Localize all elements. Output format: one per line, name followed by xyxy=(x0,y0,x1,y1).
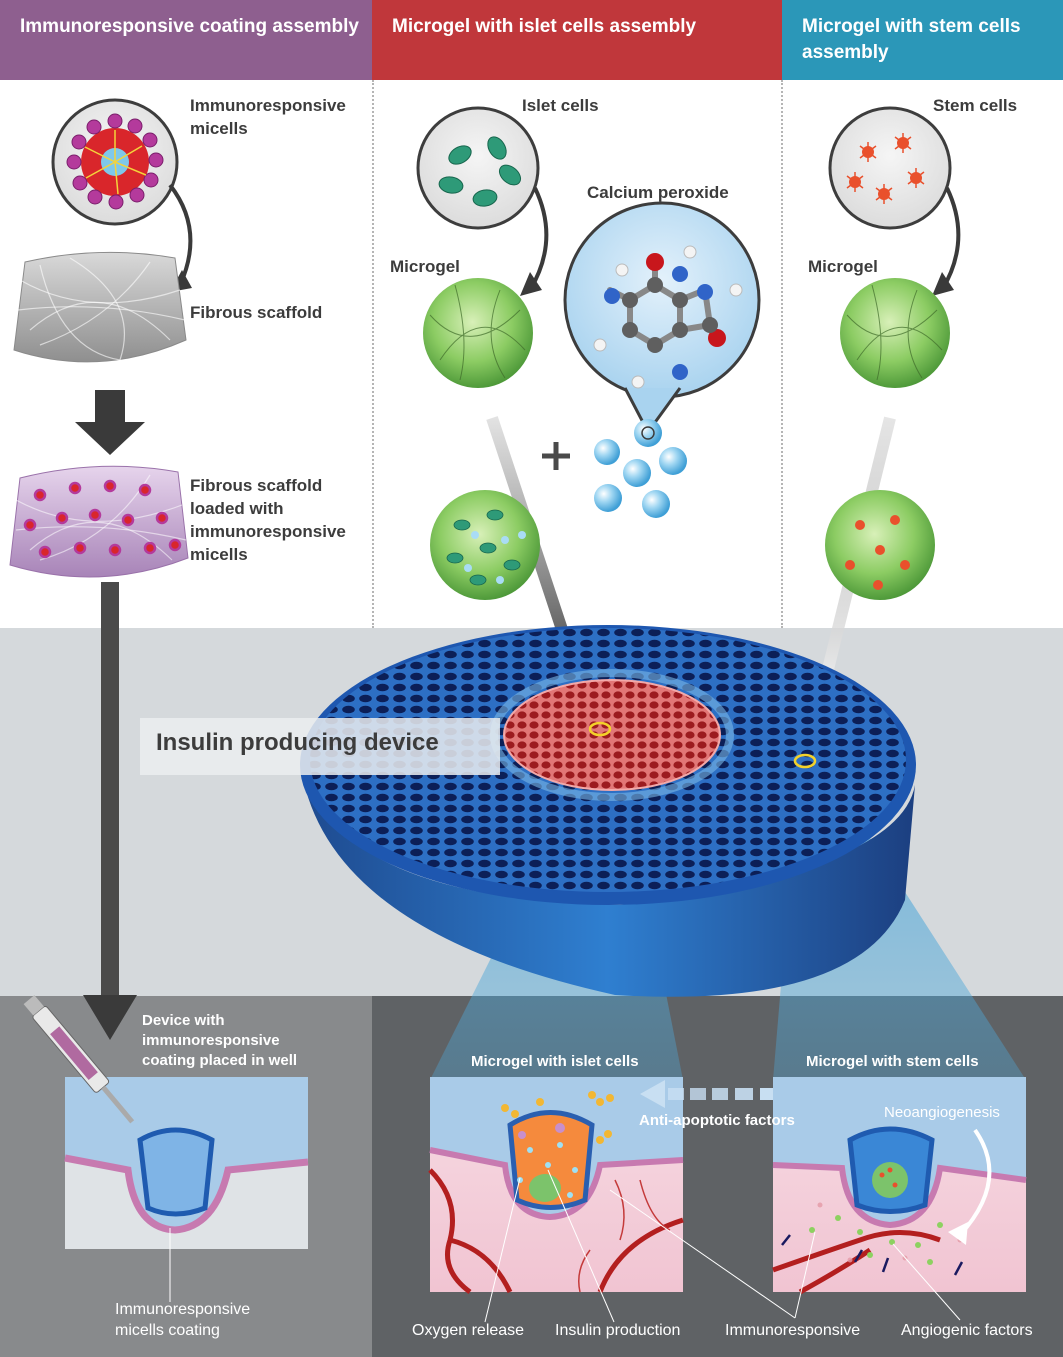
micelle-icon xyxy=(51,98,179,226)
islet-panel-title: Microgel with islet cells xyxy=(471,1053,639,1070)
label-calcium-peroxide: Calcium peroxide xyxy=(587,183,729,202)
header-stem: Microgel with stem cells assembly xyxy=(782,0,1063,80)
label-microgel-stem: Microgel xyxy=(808,257,878,276)
stem-microgel-illustration xyxy=(772,1077,1027,1321)
calcium-peroxide-particles xyxy=(594,419,687,518)
label-microgel: Microgel xyxy=(390,257,460,276)
calcium-peroxide-icon xyxy=(563,201,761,435)
insulin-device xyxy=(300,625,1026,1080)
microgel-icon xyxy=(423,278,533,388)
column-divider xyxy=(372,80,374,628)
device-label-box xyxy=(140,718,500,775)
header-islet: Microgel with islet cells assembly xyxy=(372,0,782,80)
label-fibrous-scaffold: Fibrous scaffold xyxy=(190,303,323,322)
anti-apoptotic-label: Anti-apoptotic factors xyxy=(639,1112,795,1129)
well-title: Device with immunoresponsive coating pla… xyxy=(142,1012,298,1069)
stem-cells-icon xyxy=(828,106,952,230)
header-coating: Immunoresponsive coating assembly xyxy=(0,0,372,80)
label-islet-cells: Islet cells xyxy=(522,96,599,115)
immunoresponsive-label: Immunoresponsive xyxy=(725,1322,861,1339)
fibrous-scaffold-icon xyxy=(13,251,187,363)
angiogenic-factors-label: Angiogenic factors xyxy=(901,1322,1033,1339)
column-divider xyxy=(781,80,783,628)
oxygen-release-label: Oxygen release xyxy=(412,1322,525,1339)
islet-microgel-illustration xyxy=(428,1077,800,1323)
neoangiogenesis-label: Neoangiogenesis xyxy=(884,1104,1000,1121)
insulin-production-label: Insulin production xyxy=(555,1322,681,1339)
islet-cells-icon xyxy=(416,106,540,230)
label-micelles: Immunoresponsive micells xyxy=(190,96,346,138)
loaded-scaffold-icon xyxy=(9,465,189,578)
device-label: Insulin producing device xyxy=(156,729,439,756)
label-stem-cells: Stem cells xyxy=(933,96,1018,115)
coating-label: Immunoresponsive micells coating xyxy=(115,1301,251,1339)
well-illustration xyxy=(23,995,309,1302)
microgel-stem-icon xyxy=(825,490,935,600)
microgel-islet-icon xyxy=(430,490,540,600)
label-loaded-scaffold: Fibrous scaffold loaded with immunorespo… xyxy=(190,476,346,564)
stem-panel-title: Microgel with stem cells xyxy=(806,1053,979,1070)
microgel-icon-stem xyxy=(840,278,950,388)
